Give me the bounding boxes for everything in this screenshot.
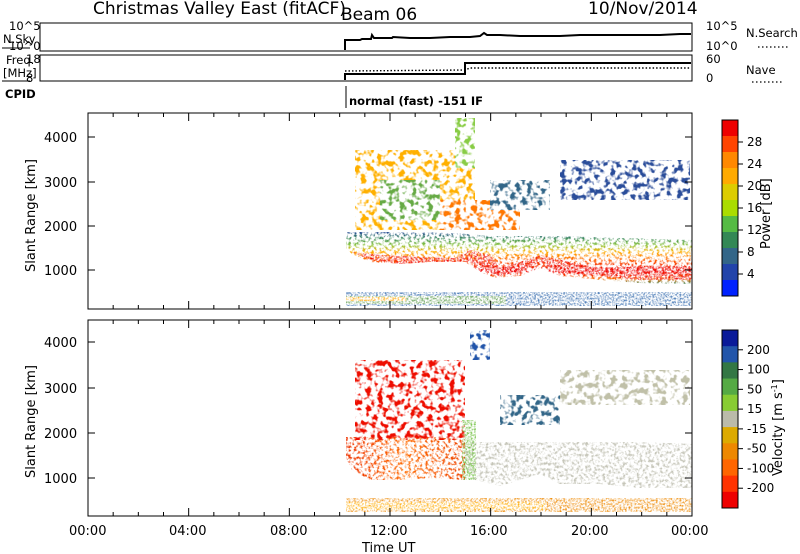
nave-label: Nave (746, 63, 776, 77)
power-ytick-4000: 4000 (44, 131, 77, 146)
power-ytick-1000: 1000 (44, 264, 77, 279)
date-title: 10/Nov/2014 (588, 0, 698, 19)
velocity-colorbar-tick-label: -200 (747, 481, 774, 495)
velocity-ytick-2000: 2000 (44, 427, 77, 442)
xtick-label-4: 16:00 (470, 524, 507, 539)
xtick-label-3: 12:00 (370, 524, 407, 539)
velocity-colorbar-tick-label: 200 (747, 343, 770, 357)
nave-tick-bottom: 0 (706, 71, 713, 85)
power-colorbar-tick-label: 16 (747, 201, 762, 215)
x-tick-labels: 00:00 04:00 08:00 12:00 16:00 20:00 00:0… (69, 524, 708, 539)
nsky-panel: N.Sky 10^5 10^0 10^5 10^0 N.Search (2, 19, 798, 53)
x-axis-label: Time UT (361, 541, 415, 554)
nsky-label: N.Sky (3, 32, 36, 46)
velocity-colorbar-frame (721, 329, 739, 509)
velocity-ytick-4000: 4000 (44, 336, 77, 351)
power-colorbar-tick-label: 20 (747, 179, 762, 193)
power-colorbar-label: Power [dB] (759, 178, 774, 249)
power-heatmap (346, 118, 692, 306)
velocity-colorbar-swatch (722, 346, 738, 363)
freq-tick-bottom: 8 (26, 71, 33, 85)
velocity-colorbar-swatch (722, 491, 738, 509)
velocity-colorbar-swatch (722, 410, 738, 428)
velocity-ylabel: Slant Range [km] (24, 365, 39, 478)
cpid-text: normal (fast) -151 IF (349, 94, 483, 108)
velocity-heatmap (346, 330, 692, 512)
velocity-colorbar-tick-label: 15 (747, 402, 762, 416)
nave-series-line (344, 67, 691, 72)
velocity-xticks (87, 320, 693, 516)
power-colorbar-tick-label: 24 (747, 157, 762, 171)
velocity-colorbar-swatch (722, 362, 738, 380)
power-ytick-2000: 2000 (44, 220, 77, 235)
freq-tick-top: 18 (26, 52, 41, 66)
velocity-yticks: 4000 3000 2000 1000 (44, 336, 692, 487)
velocity-colorbar: 200 100 50 15 -15 -50 -100 -200 (721, 329, 774, 509)
nsearch-tick-bottom: 10^0 (706, 39, 738, 53)
station-title: Christmas Valley East (fitACF) (93, 0, 346, 19)
nsky-tick-top: 10^5 (9, 19, 41, 33)
power-xticks (87, 113, 693, 309)
power-colorbar-swatch (722, 168, 738, 185)
power-colorbar-tick-label: 8 (747, 245, 755, 259)
power-colorbar-swatch (722, 280, 738, 297)
nsky-series-line (344, 31, 691, 50)
nave-tick-top: 60 (706, 52, 721, 66)
power-yticks: 4000 3000 2000 1000 (44, 131, 692, 279)
power-colorbar-swatch (722, 184, 738, 201)
velocity-colorbar-tick-label: 50 (747, 382, 762, 396)
velocity-colorbar-swatch (722, 330, 738, 347)
beam-title: Beam 06 (341, 5, 417, 25)
power-ylabel: Slant Range [km] (24, 159, 39, 272)
power-colorbar-tick-label: 28 (747, 135, 762, 149)
velocity-colorbar-label: Velocity [m s-1] (770, 379, 786, 476)
power-colorbar-swatch (722, 200, 738, 217)
nsearch-tick-top: 10^5 (706, 19, 738, 33)
xtick-label-6: 00:00 (671, 524, 708, 539)
velocity-colorbar-tick-label: -15 (747, 422, 767, 436)
velocity-colorbar-swatch (722, 427, 738, 444)
power-colorbar-swatch (722, 248, 738, 265)
velocity-colorbar-tick-label: 100 (747, 363, 770, 377)
velocity-colorbar-swatch (722, 394, 738, 412)
freq-label-2: [MHz] (3, 66, 37, 80)
power-colorbar-swatch (722, 120, 738, 137)
power-ytick-3000: 3000 (44, 176, 77, 191)
velocity-colorbar-tick-label: -50 (747, 442, 767, 456)
xtick-label-5: 20:00 (571, 524, 608, 539)
power-colorbar-tick-label: 4 (747, 267, 755, 281)
xtick-label-2: 08:00 (270, 524, 307, 539)
power-colorbar-swatch (722, 136, 738, 153)
power-colorbar-swatch (722, 152, 738, 169)
nsky-tick-bottom: 10^0 (9, 39, 41, 53)
velocity-colorbar-swatch (722, 475, 738, 493)
xtick-label-1: 04:00 (169, 524, 206, 539)
velocity-colorbar-tick-label: -100 (747, 461, 774, 475)
power-colorbar-swatch (722, 232, 738, 249)
freq-label-1: Freq. (6, 53, 34, 67)
xtick-label-0: 00:00 (69, 524, 106, 539)
nsearch-label: N.Search (746, 26, 798, 40)
freq-panel: Freq. [MHz] 18 8 60 0 Nave (2, 52, 782, 85)
velocity-colorbar-swatch (722, 459, 738, 477)
power-colorbar-tick-label: 12 (747, 223, 762, 237)
velocity-colorbar-swatch (722, 378, 738, 396)
velocity-colorbar-swatch (722, 443, 738, 460)
velocity-ytick-1000: 1000 (44, 472, 77, 487)
velocity-ytick-3000: 3000 (44, 382, 77, 397)
power-colorbar-swatch (722, 216, 738, 233)
freq-series-line (344, 62, 691, 80)
power-colorbar-swatch (722, 264, 738, 281)
cpid-label: CPID (5, 87, 36, 101)
velocity-panel: 4000 3000 2000 1000 Slant Range [km] (24, 319, 693, 517)
power-panel: 4000 3000 2000 1000 Slant Range [km] (24, 112, 693, 310)
power-colorbar: 28 24 20 16 12 8 4 (721, 119, 762, 297)
